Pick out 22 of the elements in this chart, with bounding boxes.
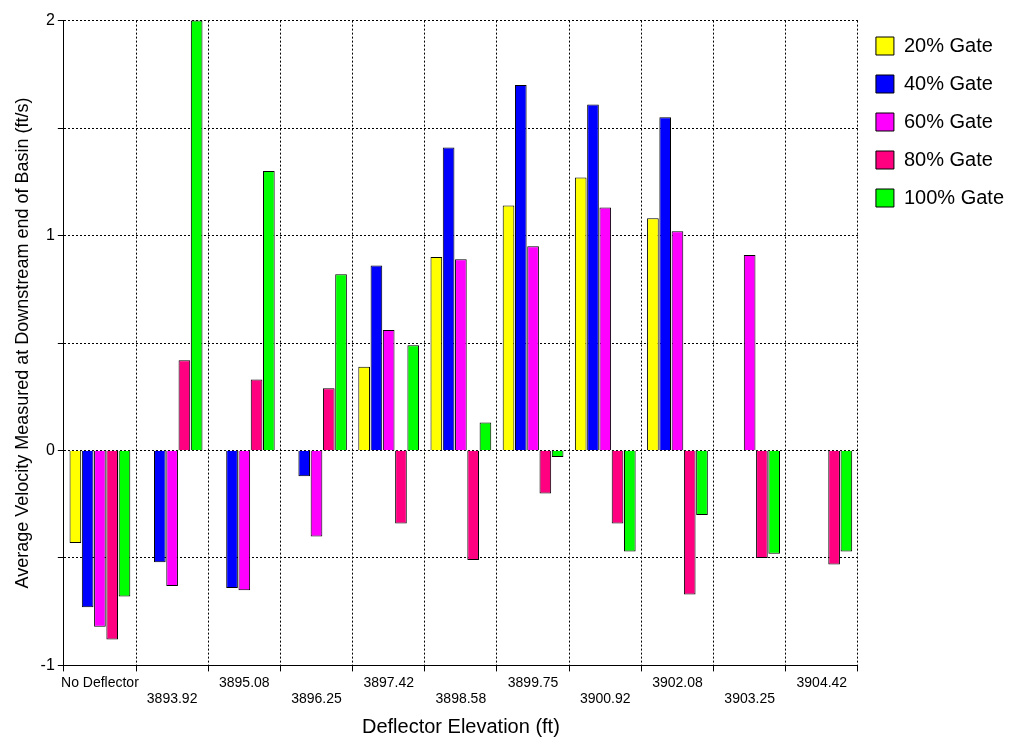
- legend-label: 20% Gate: [903, 33, 993, 56]
- x-tick-label: 3899.75: [507, 673, 559, 690]
- x-tick-label: 3893.92: [146, 690, 198, 707]
- y-tick-label: -1: [40, 655, 55, 673]
- y-tick-label: 0: [45, 440, 55, 458]
- legend-label: 40% Gate: [903, 71, 993, 94]
- x-tick-label: No Deflector: [61, 673, 140, 690]
- x-tick-label: 3900.92: [579, 690, 631, 707]
- legend-label: 100% Gate: [903, 185, 1005, 208]
- x-tick-label: 3904.42: [796, 673, 848, 690]
- x-tick-label: 3895.08: [219, 673, 270, 690]
- y-tick-label: 1: [45, 225, 55, 243]
- y-axis-title: Average Velocity Measured at Downstream end of Basin (ft/s): [11, 97, 32, 589]
- y-tick-label: 2: [45, 11, 55, 29]
- x-tick-label: 3903.25: [724, 690, 776, 707]
- legend-label: 60% Gate: [903, 109, 993, 132]
- x-tick-label: 3896.25: [291, 690, 343, 707]
- x-tick-label: 3897.42: [363, 673, 415, 690]
- x-tick-label: 3902.08: [652, 673, 703, 690]
- x-tick-label: 3898.58: [435, 690, 487, 707]
- x-axis-title: Deflector Elevation (ft): [361, 714, 560, 737]
- legend-label: 80% Gate: [903, 147, 993, 170]
